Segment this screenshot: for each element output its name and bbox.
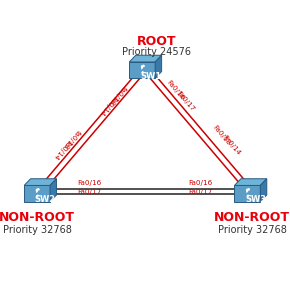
Text: NON-ROOT: NON-ROOT	[214, 211, 290, 224]
Text: Priority 24576: Priority 24576	[122, 47, 191, 57]
Polygon shape	[50, 179, 57, 202]
Text: Fa0/16: Fa0/16	[77, 180, 102, 186]
Text: Fa0/17: Fa0/17	[175, 90, 196, 112]
Text: Fa0/16: Fa0/16	[188, 180, 213, 186]
Text: ROOT: ROOT	[137, 34, 176, 48]
Polygon shape	[155, 55, 162, 78]
Polygon shape	[234, 179, 267, 185]
Text: SW1: SW1	[140, 72, 161, 81]
Text: Fa0/13: Fa0/13	[211, 124, 231, 146]
Text: fa0/13: fa0/13	[108, 84, 127, 105]
Text: Fa0/14: Fa0/14	[52, 138, 72, 160]
Text: Fa0/17: Fa0/17	[77, 189, 102, 195]
Polygon shape	[129, 55, 162, 62]
Text: Fa0/17: Fa0/17	[188, 189, 213, 195]
Text: Fa0/14: Fa0/14	[221, 134, 241, 156]
Text: Priority 32768: Priority 32768	[218, 225, 287, 235]
Polygon shape	[24, 179, 57, 185]
Polygon shape	[234, 185, 260, 202]
Polygon shape	[24, 185, 50, 202]
Text: fa0/13: fa0/13	[62, 128, 82, 149]
Polygon shape	[129, 62, 155, 78]
Polygon shape	[260, 179, 267, 202]
Text: Fa0/14: Fa0/14	[97, 94, 118, 116]
Text: SW2: SW2	[35, 195, 56, 204]
Text: Priority 32768: Priority 32768	[3, 225, 72, 235]
Text: SW3: SW3	[245, 195, 266, 204]
Text: NON-ROOT: NON-ROOT	[0, 211, 75, 224]
Text: Fa0/16: Fa0/16	[166, 80, 186, 102]
